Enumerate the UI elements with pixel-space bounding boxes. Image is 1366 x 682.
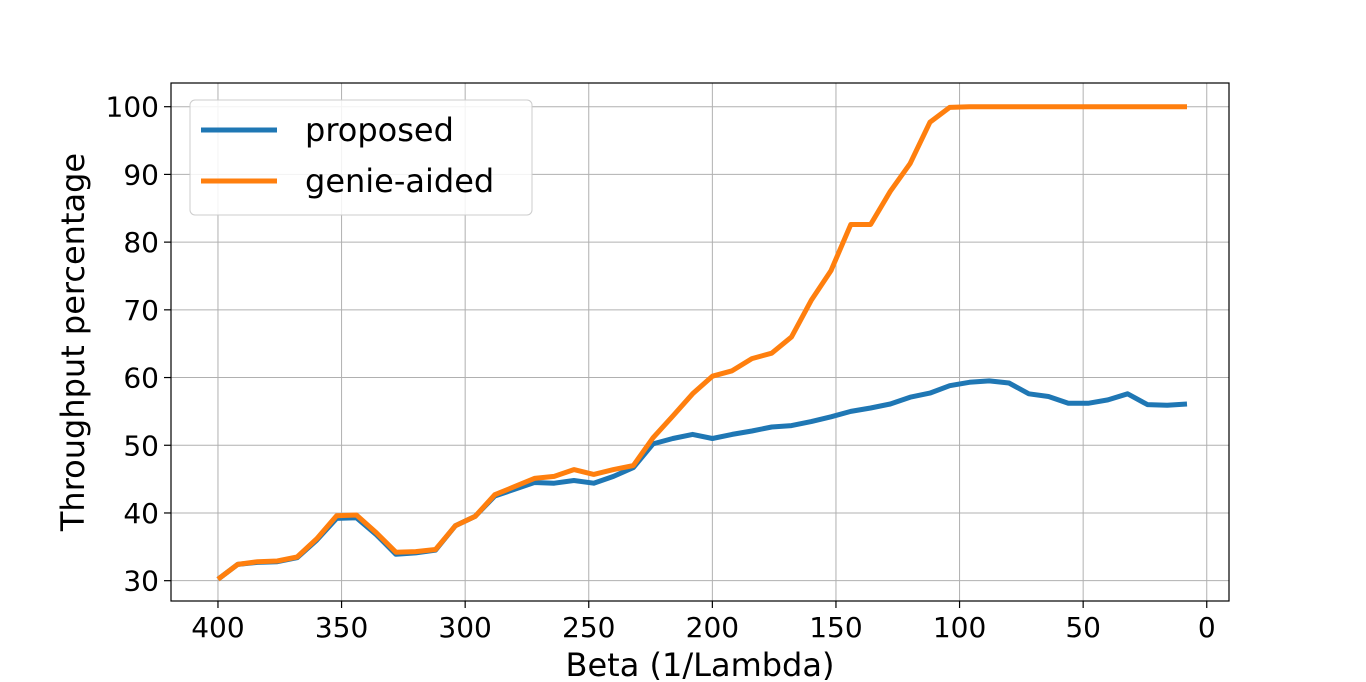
x-axis-label: Beta (1/Lambda)	[566, 646, 835, 682]
x-tick-label: 100	[933, 611, 986, 644]
plot-frame	[170, 82, 1230, 602]
x-tick-label: 150	[809, 611, 862, 644]
legend-label-genie-aided: genie-aided	[305, 162, 494, 200]
axis-ticks: 400 350 300 250 200 150 100 50 0 30 40 50 60 70 80 90 10…	[106, 91, 1216, 644]
x-tick-label: 350	[315, 611, 368, 644]
legend: proposed genie-aided	[189, 99, 533, 216]
x-tick-label: 250	[562, 611, 615, 644]
x-tick-label: 50	[1065, 611, 1101, 644]
y-tick-label: 50	[123, 429, 159, 462]
y-tick-label: 90	[123, 158, 159, 191]
y-axis-label: Throughput percentage	[54, 153, 92, 532]
series-line-proposed	[216, 378, 1188, 582]
legend-label-proposed: proposed	[305, 111, 454, 149]
x-tick-label: 200	[686, 611, 739, 644]
series-line-genie-aided	[216, 104, 1187, 582]
y-tick-label: 60	[123, 362, 159, 395]
y-tick-label: 80	[123, 226, 159, 259]
x-tick-label: 0	[1198, 611, 1216, 644]
y-tick-label: 40	[123, 497, 159, 530]
x-tick-label: 400	[191, 611, 244, 644]
y-tick-label: 100	[106, 91, 159, 124]
y-tick-label: 70	[123, 294, 159, 327]
y-tick-label: 30	[123, 565, 159, 598]
series-lines	[216, 104, 1188, 582]
x-tick-label: 300	[438, 611, 491, 644]
